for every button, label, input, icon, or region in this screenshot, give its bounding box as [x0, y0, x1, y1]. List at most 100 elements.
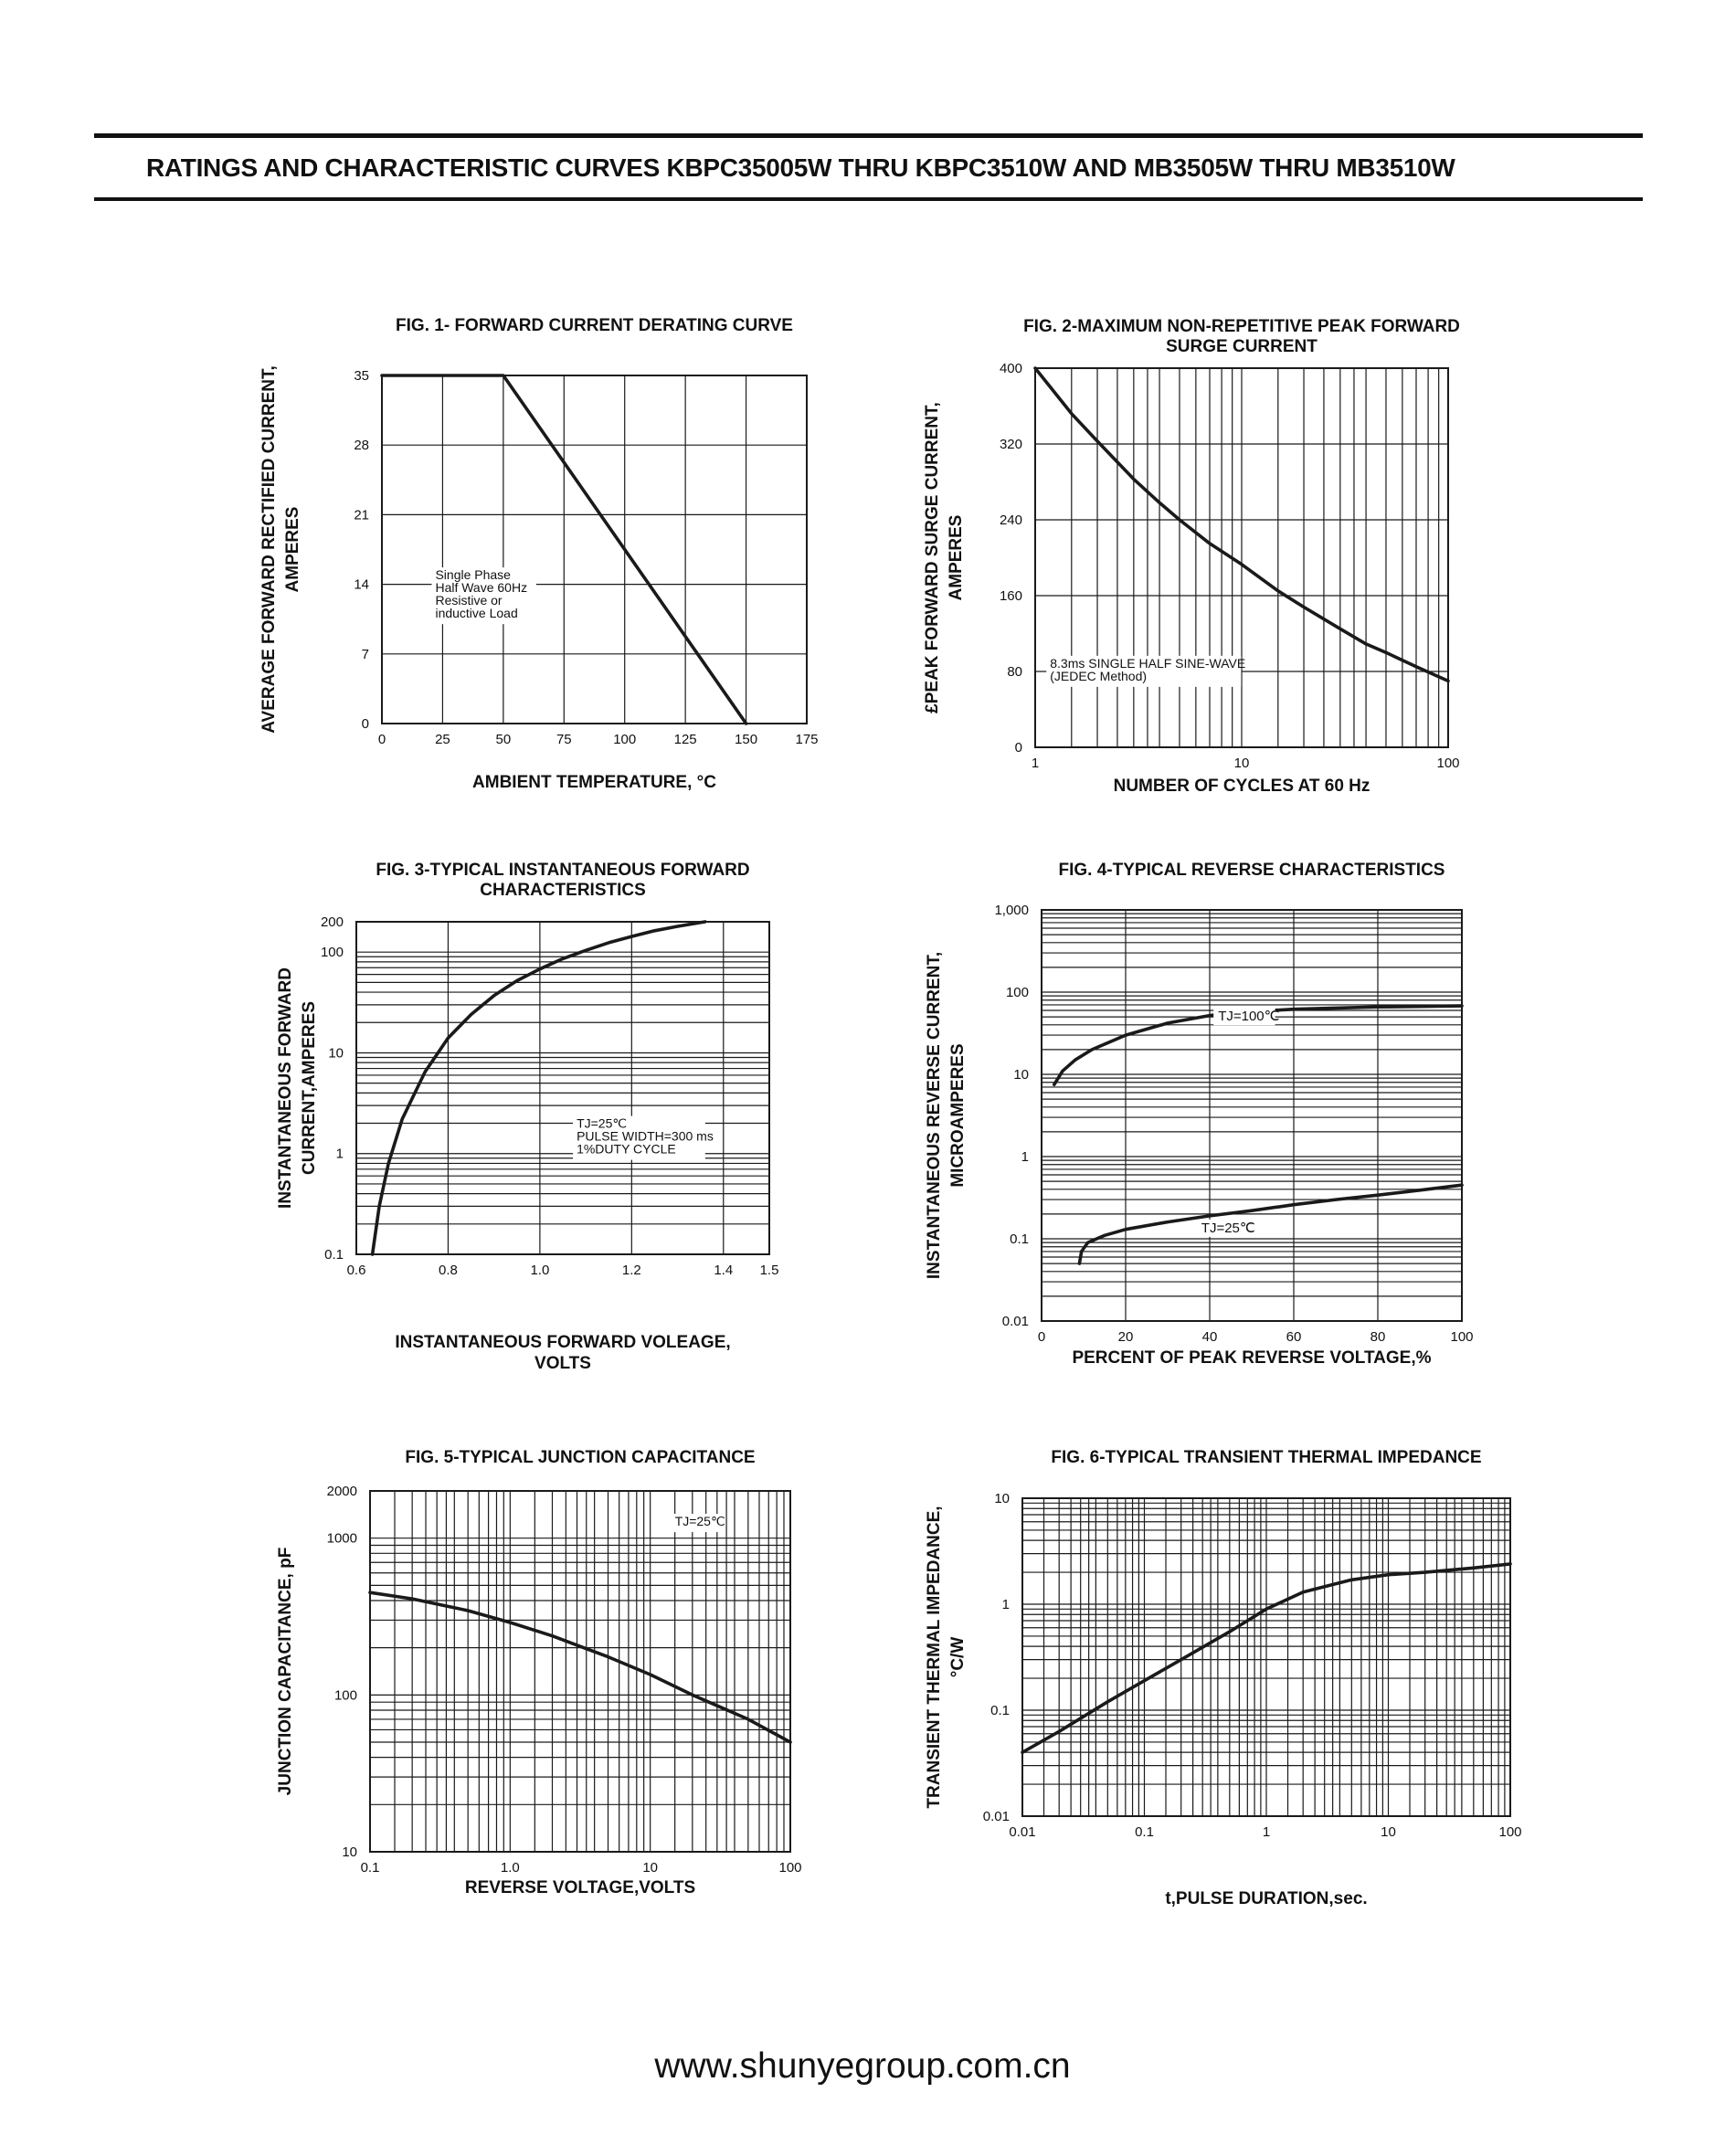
chart-fig1: 0 25 50 75 100 125 150 175 0 7 14 21 28 35 FIG. 1- FOR…	[259, 316, 819, 792]
series-line	[368, 1591, 792, 1744]
y-tick-label: 2000	[327, 1484, 357, 1499]
annotation-bg	[1046, 655, 1242, 687]
x-tick-label: 25	[435, 732, 450, 747]
series-label-bg	[1213, 1008, 1275, 1026]
plot-frame	[1034, 367, 1449, 748]
grid-fig2	[1035, 368, 1448, 747]
series-line	[380, 374, 748, 725]
y-tick-label: 0.01	[983, 1809, 1010, 1824]
y-tick-label: 80	[1007, 664, 1022, 680]
x-axis-label: PERCENT OF PEAK REVERSE VOLTAGE,%	[1072, 1348, 1431, 1368]
x-tick-label: 0	[378, 732, 386, 747]
y-axis-label: INSTANTANEOUS FORWARD	[276, 967, 295, 1209]
chart-title: FIG. 3-TYPICAL INSTANTANEOUS FORWARD	[376, 861, 749, 880]
y-axis-label: °C/W	[948, 1637, 968, 1678]
x-tick-label: 50	[496, 732, 512, 747]
x-tick-label: 125	[674, 732, 697, 747]
chart-title: FIG. 1- FORWARD CURRENT DERATING CURVE	[396, 316, 793, 335]
x-tick-label: 0.1	[1135, 1824, 1154, 1840]
x-tick-label: 10	[1234, 756, 1250, 771]
x-axis-label: VOLTS	[534, 1354, 591, 1373]
annotation-text: 8.3ms SINGLE HALF SINE-WAVE	[1050, 656, 1245, 671]
page-title: RATINGS AND CHARACTERISTIC CURVES KBPC35…	[146, 153, 1455, 182]
x-tick-label: 1.0	[530, 1263, 549, 1278]
y-tick-label: 0.1	[1010, 1231, 1029, 1247]
y-tick-label: 21	[354, 507, 369, 523]
x-tick-label: 1.0	[501, 1860, 520, 1876]
y-tick-label: 1	[336, 1147, 344, 1162]
annotation-text: inductive Load	[435, 606, 517, 620]
x-tick-label: 100	[1450, 1329, 1473, 1345]
annotation-text: TJ=25℃	[577, 1116, 627, 1131]
x-tick-label: 1	[1032, 756, 1039, 771]
footer-url: www.shunyegroup.com.cn	[654, 2046, 1071, 2086]
plot-frame	[1041, 909, 1463, 1322]
y-tick-label: 0.01	[1002, 1314, 1029, 1329]
x-tick-label: 0	[1038, 1329, 1045, 1345]
y-tick-label: 35	[354, 368, 369, 384]
x-tick-label: 10	[642, 1860, 658, 1876]
series-line	[1053, 1004, 1464, 1086]
y-tick-label: 0.1	[324, 1247, 344, 1263]
y-tick-label: 1	[1002, 1597, 1010, 1612]
x-tick-label: 100	[778, 1860, 801, 1876]
x-tick-label: 0.6	[347, 1263, 366, 1278]
x-tick-label: 1.2	[622, 1263, 641, 1278]
x-axis-label: NUMBER OF CYCLES AT 60 Hz	[1114, 777, 1370, 796]
x-axis-label: INSTANTANEOUS FORWARD VOLEAGE,	[395, 1333, 730, 1352]
x-axis-label: AMBIENT TEMPERATURE, °C	[472, 773, 716, 792]
chart-fig6: 0.01 0.1 1 10 100 0.01 0.1 1 10 FIG. 6-TYPICAL TR…	[925, 1448, 1522, 1908]
series-line	[1077, 1183, 1464, 1265]
x-tick-label: 20	[1118, 1329, 1134, 1345]
y-tick-label: 7	[362, 647, 369, 662]
chart-title: FIG. 2-MAXIMUM NON-REPETITIVE PEAK FORWA…	[1023, 317, 1460, 336]
y-tick-label: 1,000	[994, 903, 1029, 918]
y-axis-label: JUNCTION CAPACITANCE, pF	[276, 1548, 295, 1796]
y-tick-label: 14	[354, 577, 369, 593]
annotation-bg	[431, 567, 536, 625]
x-tick-label: 150	[735, 732, 757, 747]
plot-frame	[369, 1490, 791, 1853]
y-tick-label: 400	[1000, 361, 1022, 376]
series-line	[1033, 366, 1450, 683]
y-tick-label: 320	[1000, 437, 1022, 452]
annotation-text: 1%DUTY CYCLE	[577, 1142, 676, 1157]
series-line	[370, 920, 707, 1256]
annotation-bg	[671, 1514, 721, 1533]
annotation-text: Resistive or	[435, 593, 502, 608]
y-tick-label: 1	[1021, 1149, 1029, 1165]
x-tick-label: 100	[613, 732, 636, 747]
chart-title: FIG. 6-TYPICAL TRANSIENT THERMAL IMPEDAN…	[1051, 1448, 1481, 1467]
y-tick-label: 0.1	[990, 1703, 1010, 1718]
x-axis-label: t,PULSE DURATION,sec.	[1165, 1889, 1367, 1908]
chart-fig3: 0.6 0.8 1.0 1.2 1.4 1.5 0.1 1 10 100 200 FIG. 3-TYP…	[276, 861, 778, 1373]
y-tick-label: 240	[1000, 513, 1022, 528]
series-label: TJ=25℃	[1201, 1221, 1255, 1236]
y-axis-label: AVERAGE FORWARD RECTIFIED CURRENT,	[259, 365, 279, 734]
grid-fig3	[356, 922, 769, 1254]
y-tick-label: 1000	[327, 1531, 357, 1547]
y-tick-label: 0	[1015, 740, 1022, 756]
y-tick-label: 10	[342, 1844, 357, 1860]
grid-fig4	[1042, 910, 1462, 1321]
x-tick-label: 0.01	[1009, 1824, 1035, 1840]
y-axis-label: INSTANTANEOUS REVERSE CURRENT,	[925, 952, 944, 1279]
y-axis-label: MICROAMPERES	[948, 1043, 968, 1187]
x-tick-label: 60	[1286, 1329, 1302, 1345]
x-tick-label: 175	[795, 732, 818, 747]
y-tick-label: 160	[1000, 588, 1022, 604]
annotation-text: Half Wave 60Hz	[435, 580, 527, 595]
header-rule-bottom	[94, 197, 1643, 201]
grid-fig1	[382, 375, 807, 724]
annotation-bg	[573, 1115, 705, 1160]
chart-title: FIG. 5-TYPICAL JUNCTION CAPACITANCE	[405, 1448, 755, 1467]
y-tick-label: 10	[328, 1045, 344, 1061]
x-tick-label: 80	[1370, 1329, 1386, 1345]
chart-title: CHARACTERISTICS	[480, 881, 646, 900]
y-tick-label: 28	[354, 438, 369, 453]
plot-frame	[381, 375, 808, 724]
y-axis-label: £PEAK FORWARD SURGE CURRENT,	[923, 402, 942, 713]
y-tick-label: 200	[321, 914, 344, 930]
chart-fig5: 0.1 1.0 10 100 10 100 1000 2000 FIG. 5-TYPICAL J…	[276, 1448, 802, 1897]
